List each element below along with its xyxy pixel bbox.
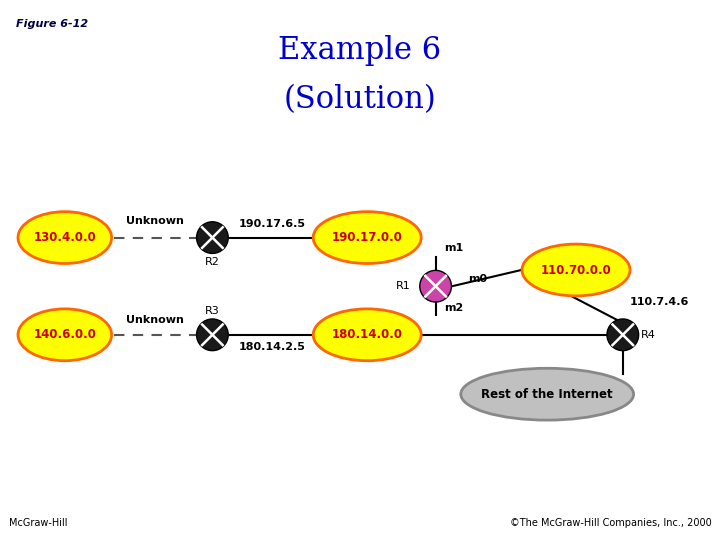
Text: R2: R2 [205, 257, 220, 267]
Text: m2: m2 [444, 303, 464, 313]
Text: m1: m1 [444, 244, 464, 253]
Text: Figure 6-12: Figure 6-12 [16, 19, 88, 29]
Text: R3: R3 [205, 306, 220, 315]
Text: 190.17.0.0: 190.17.0.0 [332, 231, 402, 244]
Text: 190.17.6.5: 190.17.6.5 [238, 219, 306, 229]
Text: (Solution): (Solution) [284, 84, 436, 114]
Text: McGraw-Hill: McGraw-Hill [9, 518, 67, 528]
Text: R1: R1 [396, 281, 410, 291]
Text: 130.4.0.0: 130.4.0.0 [33, 231, 96, 244]
Ellipse shape [18, 212, 112, 264]
Text: 180.14.0.0: 180.14.0.0 [332, 328, 402, 341]
Ellipse shape [197, 222, 228, 253]
Ellipse shape [313, 309, 421, 361]
Text: 140.6.0.0: 140.6.0.0 [33, 328, 96, 341]
Text: Example 6: Example 6 [279, 35, 441, 66]
Ellipse shape [522, 244, 630, 296]
Ellipse shape [313, 212, 421, 264]
Text: Unknown: Unknown [126, 315, 184, 325]
Text: Rest of the Internet: Rest of the Internet [482, 388, 613, 401]
Text: Unknown: Unknown [126, 217, 184, 226]
Ellipse shape [607, 319, 639, 350]
Text: m0: m0 [468, 274, 487, 284]
Text: 110.70.0.0: 110.70.0.0 [541, 264, 611, 276]
Ellipse shape [461, 368, 634, 420]
Ellipse shape [18, 309, 112, 361]
Text: ©The McGraw-Hill Companies, Inc., 2000: ©The McGraw-Hill Companies, Inc., 2000 [510, 518, 711, 528]
Ellipse shape [420, 271, 451, 302]
Text: 180.14.2.5: 180.14.2.5 [239, 342, 305, 352]
Ellipse shape [197, 319, 228, 350]
Text: 110.7.4.6: 110.7.4.6 [630, 298, 689, 307]
Text: R4: R4 [641, 330, 655, 340]
